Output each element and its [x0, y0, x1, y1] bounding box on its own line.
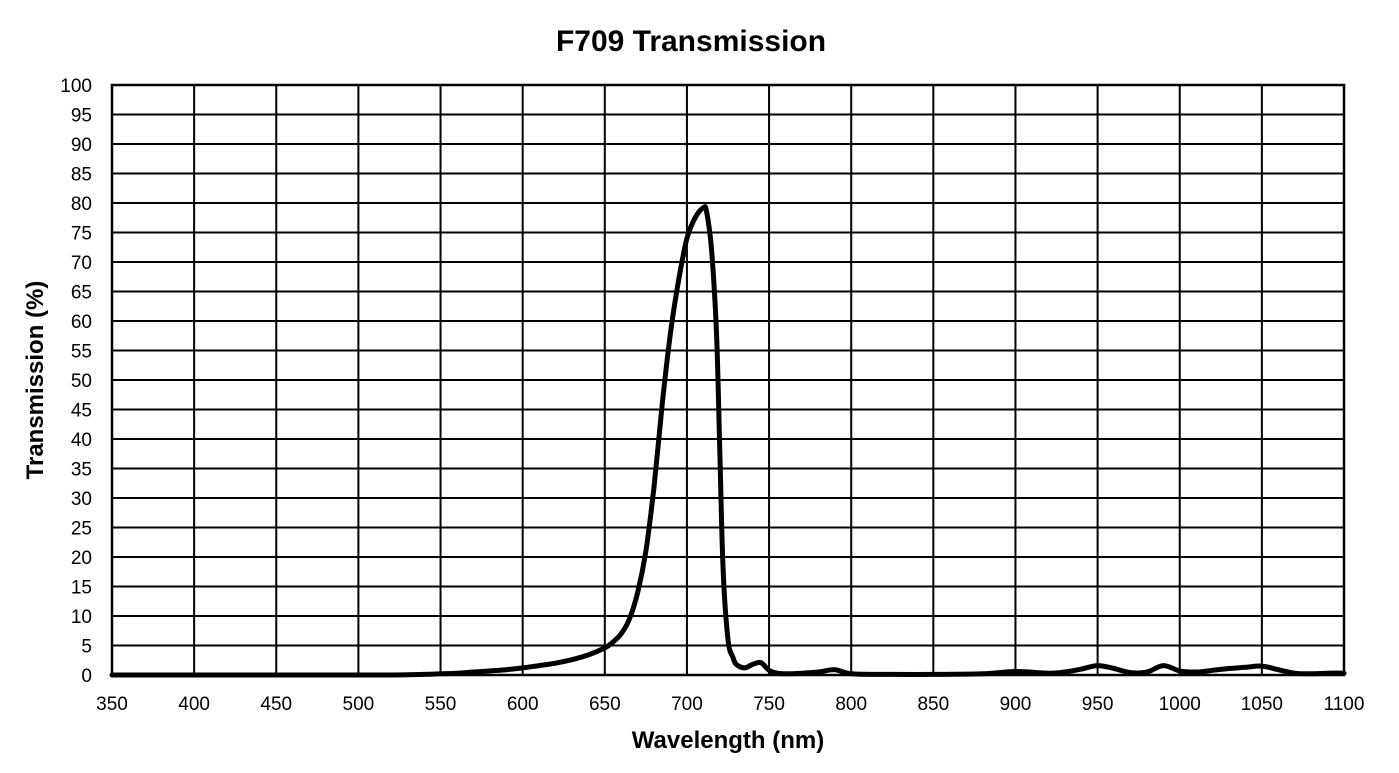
x-tick-label: 400	[178, 694, 210, 715]
grid	[112, 85, 1344, 675]
x-tick-label: 600	[507, 694, 539, 715]
x-tick-label: 500	[343, 694, 375, 715]
y-tick-label: 30	[71, 489, 92, 510]
y-tick-label: 10	[71, 607, 92, 628]
y-axis-label: Transmission (%)	[22, 281, 49, 480]
x-tick-label: 750	[753, 694, 785, 715]
y-tick-label: 60	[71, 312, 92, 333]
y-tick-label: 20	[71, 548, 92, 569]
x-tick-label: 650	[589, 694, 621, 715]
x-tick-label: 1000	[1159, 694, 1201, 715]
plot-area-border	[110, 83, 1346, 677]
y-tick-label: 85	[71, 165, 92, 186]
y-tick-label: 35	[71, 460, 92, 481]
y-tick-label: 25	[71, 519, 92, 540]
x-tick-label: 700	[671, 694, 703, 715]
y-tick-label: 70	[71, 253, 92, 274]
x-tick-label: 550	[425, 694, 457, 715]
y-tick-label: 65	[71, 283, 92, 304]
y-tick-label: 5	[81, 637, 92, 658]
x-tick-label: 1100	[1324, 694, 1365, 715]
chart-title: F709 Transmission	[556, 25, 826, 58]
y-tick-label: 90	[71, 135, 92, 156]
y-tick-label: 80	[71, 194, 92, 215]
transmission-curve	[109, 204, 1347, 678]
x-tick-label: 800	[835, 694, 867, 715]
y-tick-label: 75	[71, 224, 92, 245]
y-tick-label: 15	[71, 578, 92, 599]
x-tick-label: 450	[260, 694, 292, 715]
x-axis-tick-labels: 350 400 450 500 550 600 650 700 750 800 850 900 950 1…	[96, 694, 1364, 715]
y-tick-label: 50	[71, 371, 92, 392]
x-tick-label: 350	[96, 694, 128, 715]
x-tick-label: 950	[1082, 694, 1114, 715]
y-tick-label: 40	[71, 430, 92, 451]
y-tick-label: 0	[81, 666, 92, 687]
x-tick-label: 900	[1000, 694, 1032, 715]
x-tick-label: 1050	[1241, 694, 1283, 715]
y-tick-label: 95	[71, 106, 92, 127]
y-axis-tick-labels: 0 5 10 15 20 25 30 35 40 45 50 55 60 65 70 75 80 85 90 95 10…	[60, 76, 92, 687]
y-tick-label: 45	[71, 401, 92, 422]
x-axis-label: Wavelength (nm)	[632, 727, 824, 754]
y-tick-label: 55	[71, 342, 92, 363]
y-tick-label: 100	[60, 76, 92, 97]
x-tick-label: 850	[917, 694, 949, 715]
